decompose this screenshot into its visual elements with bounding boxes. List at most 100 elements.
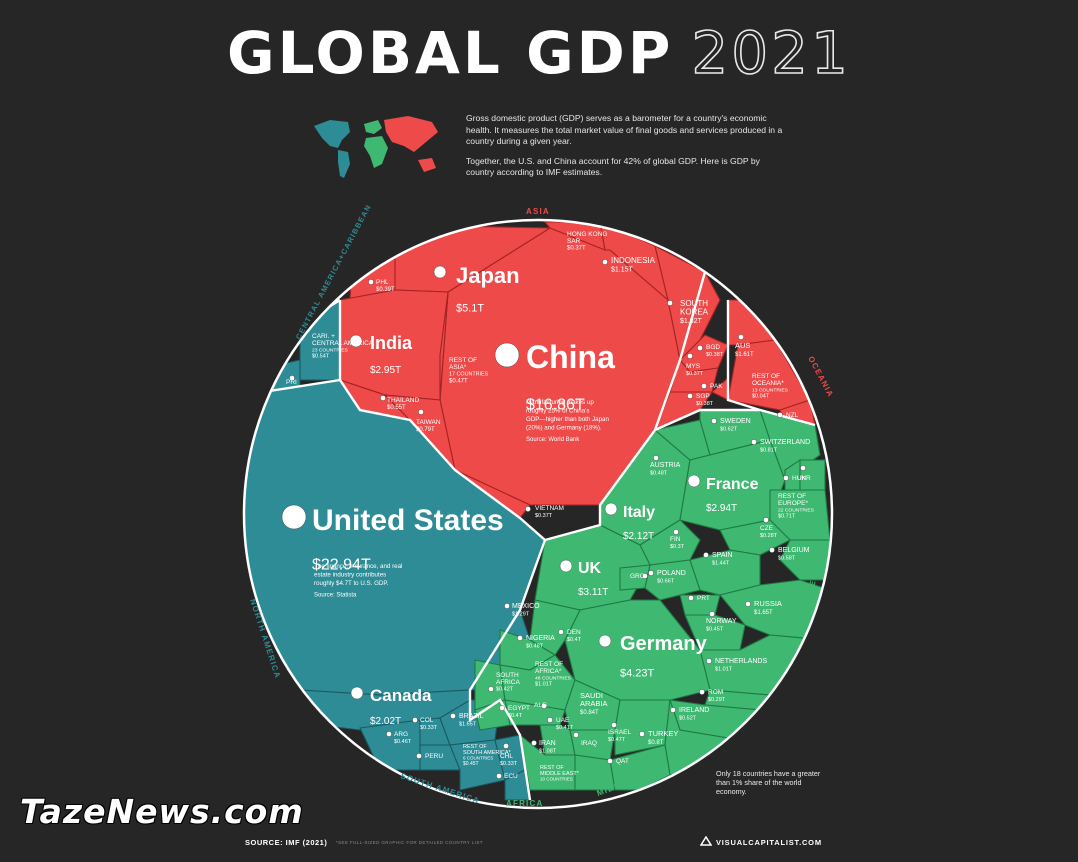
label-name-south-africa: AFRICA xyxy=(496,679,521,686)
label-value-iran: $1.08T xyxy=(539,748,557,754)
label-name-switzerland: SWITZERLAND xyxy=(760,439,810,446)
label-name-austria: AUSTRIA xyxy=(650,462,681,469)
flag-taiwan-icon xyxy=(418,409,424,415)
label-value-norway: $0.45T xyxy=(706,626,724,632)
label-name-arg: ARG xyxy=(394,731,408,738)
note-united-states: The finance, insurance, and real estate i… xyxy=(314,563,402,599)
label-name-rest-of-europe: REST OF xyxy=(778,493,806,500)
flag-thailand-icon xyxy=(380,395,386,401)
label-value-mexico: $1.29T xyxy=(512,611,530,617)
label-name-rest-of-asia: REST OF xyxy=(449,357,477,364)
label-value-rest-of-asia: $0.47T xyxy=(449,378,468,384)
brand-logo-icon xyxy=(700,836,712,846)
label-value-united-states: $22.94T xyxy=(312,557,371,574)
chart-title: GLOBAL GDP 2021 xyxy=(0,18,1078,88)
label-name-qat: QAT xyxy=(616,758,629,765)
label-name-iraq: IRAQ xyxy=(581,740,597,747)
label-value-rest-of-europe: $0.71T xyxy=(778,514,796,520)
label-name-prt: PRT xyxy=(697,595,710,602)
source-note: *SEE FULL-SIZED GRAPHIC FOR DETAILED COU… xyxy=(336,840,483,845)
flag-hun-icon xyxy=(783,475,789,481)
label-value-rest-of-oceania: $0.04T xyxy=(752,394,770,400)
flag-nigeria-icon xyxy=(517,635,523,641)
label-grc: GRC xyxy=(630,573,648,580)
flag-prt-icon xyxy=(688,595,694,601)
label-india: India $2.95T xyxy=(349,333,413,376)
label-name-rest-of-asia: ASIA* xyxy=(449,364,467,371)
cell-cze xyxy=(719,519,791,556)
intro-paragraph-1: Gross domestic product (GDP) serves as a… xyxy=(466,113,783,146)
label-value-brazil: $1.65T xyxy=(459,721,477,727)
flag-switzerland-icon xyxy=(751,439,757,445)
label-sgp: SGP$0.38T xyxy=(687,393,714,407)
label-value-uae: $0.41T xyxy=(556,725,574,731)
label-name-rest-of-africa: AFRICA* xyxy=(535,668,562,675)
label-value-bgd: $0.38T xyxy=(706,352,724,358)
label-detail-rest-of-south-america: 6 COUNTRIES xyxy=(463,756,493,761)
label-name-thailand: THAILAND xyxy=(387,397,419,404)
label-value-chl: $0.33T xyxy=(500,761,518,767)
label-value-italy: $2.12T xyxy=(623,531,654,542)
flag-japan-icon xyxy=(433,265,447,279)
flag-norway-icon xyxy=(709,611,715,617)
label-italy: Italy $2.12T xyxy=(604,502,655,542)
title-year: 2021 xyxy=(691,18,851,88)
flag-germany-icon xyxy=(598,634,612,648)
label-israel: ISRAEL$0.47T xyxy=(608,722,632,743)
cell-germany xyxy=(564,599,711,701)
label-name-nzl: NZL xyxy=(786,412,799,419)
flag-cze-icon xyxy=(763,517,769,523)
label-name-mexico: MEXICO xyxy=(512,603,540,610)
label-name-canada: Canada xyxy=(370,686,432,705)
label-name-pri: PRI xyxy=(286,379,297,386)
label-name-peru: PERU xyxy=(425,753,443,760)
label-name-iran: IRAN xyxy=(539,740,556,747)
label-fin: FIN$0.3T xyxy=(670,529,685,550)
flag-austria-icon xyxy=(653,455,659,461)
label-name-chl: CHL xyxy=(500,753,513,760)
label-uk: UK $3.11T xyxy=(559,559,608,598)
cell-den xyxy=(529,599,581,656)
flag-italy-icon xyxy=(604,502,618,516)
flag-sgp-icon xyxy=(687,393,693,399)
label-name-col: COL xyxy=(420,717,434,724)
region-dividers xyxy=(244,271,816,801)
label-belgium: BELGIUM$0.58T xyxy=(769,547,810,561)
flag-united-states-icon xyxy=(281,504,307,530)
label-name-pak: PAK xyxy=(710,383,723,390)
flag-mexico-icon xyxy=(504,603,510,609)
label-value-saudi-arabia: $0.84T xyxy=(580,710,599,716)
label-arg: ARG$0.46T xyxy=(386,731,412,745)
flag-indonesia-icon xyxy=(602,259,608,265)
label-detail-cari-central-america: 23 COUNTRIES xyxy=(312,348,349,354)
region-label-africa: AFRICA xyxy=(506,799,543,808)
label-value-phl: $0.39T xyxy=(376,287,395,293)
label-name-rest-of-middle-east: REST OF xyxy=(540,765,564,771)
label-poland: POLAND$0.66T xyxy=(648,570,686,584)
flag-belgium-icon xyxy=(769,547,775,553)
cell-rest-of-asia xyxy=(439,291,449,401)
label-value-cari-central-america: $0.54T xyxy=(312,354,330,360)
flag-vietnam-icon xyxy=(525,506,531,512)
label-value-rest-of-south-america: $0.45T xyxy=(463,761,479,767)
label-phl: PHL$0.39T xyxy=(368,279,395,293)
label-name-nigeria: NIGERIA xyxy=(526,635,555,642)
flag-uae-icon xyxy=(547,717,553,723)
label-value-china: $16.86T xyxy=(526,397,585,414)
label-egypt: EGYPT$0.4T xyxy=(499,705,530,719)
label-name-ukr: UKR xyxy=(797,475,811,482)
label-name-saudi-arabia: ARABIA xyxy=(580,699,608,708)
label-value-rest-of-africa: $1.01T xyxy=(535,682,553,688)
label-name-mys: MYS xyxy=(686,363,701,370)
label-name-germany: Germany xyxy=(620,633,708,655)
label-spain: SPAIN$1.44T xyxy=(703,552,733,566)
label-hun: HUN xyxy=(783,475,806,482)
label-value-netherlands: $1.01T xyxy=(715,666,733,672)
label-vietnam: VIETNAM$0.37T xyxy=(525,505,564,519)
flag-qat-icon xyxy=(607,758,613,764)
label-detail-rest-of-europe: 22 COUNTRIES xyxy=(778,508,815,514)
label-value-fin: $0.3T xyxy=(670,544,685,550)
